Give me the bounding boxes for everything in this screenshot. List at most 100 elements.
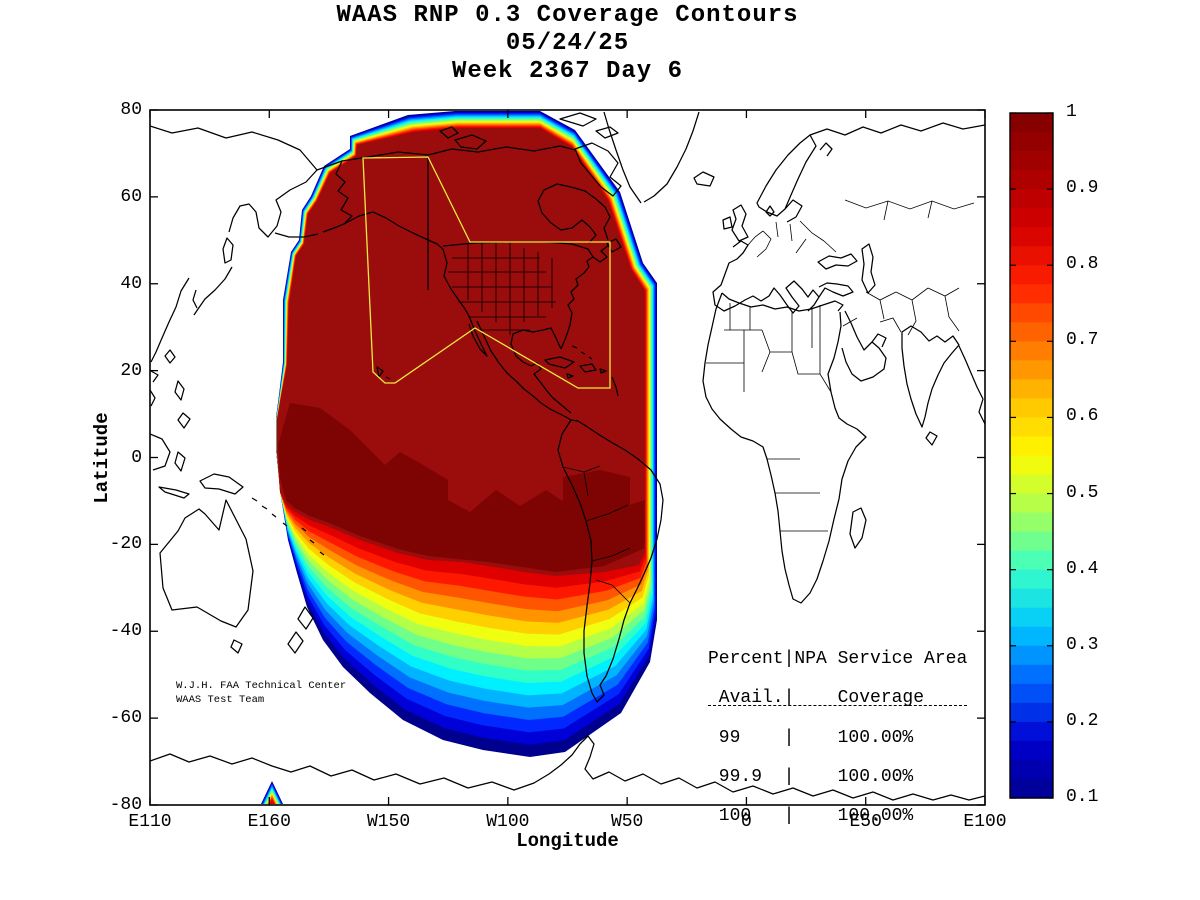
x-tick-label: 0 <box>741 812 752 832</box>
colorbar-band <box>1010 626 1053 647</box>
colorbar-tick-label: 0.4 <box>1066 558 1099 579</box>
coastline <box>439 112 622 197</box>
credit-line-2: WAAS Test Team <box>176 693 265 706</box>
colorbar-band <box>1010 740 1053 761</box>
coastline <box>958 345 985 425</box>
plot-frame <box>149 109 986 806</box>
coastline <box>560 206 622 350</box>
colorbar-band <box>1010 265 1053 285</box>
coastline <box>849 507 867 549</box>
coastline <box>712 240 854 314</box>
coastline <box>722 204 749 242</box>
country-border <box>747 220 837 258</box>
colorbar-band <box>1010 398 1053 419</box>
colorbar-band <box>1010 303 1053 323</box>
colorbar-band <box>1010 759 1053 780</box>
coastline <box>557 419 664 703</box>
coverage-table-row: 100 | 100.00% <box>708 806 914 826</box>
peak-band <box>269 798 275 804</box>
contour-core-dark-patch <box>563 470 630 543</box>
x-tick-label: E110 <box>128 812 172 832</box>
y-tick-label: 0 <box>131 447 142 468</box>
colorbar-band <box>1010 455 1053 476</box>
colorbar-band <box>1010 664 1053 685</box>
coastline <box>702 292 867 604</box>
colorbar-band <box>1010 322 1053 342</box>
coastline <box>544 345 619 397</box>
coastline <box>316 145 576 171</box>
colorbar-tick-label: 0.8 <box>1066 254 1099 275</box>
x-tick-label: W150 <box>366 812 411 832</box>
colorbar-tick-label: 0.3 <box>1066 634 1099 655</box>
coastline <box>150 277 190 364</box>
title-line-3: Week 2367 Day 6 <box>451 58 684 85</box>
colorbar-tick-label: 0.7 <box>1066 330 1099 351</box>
credit-annotation: W.J.H. FAA Technical Center WAAS Test Te… <box>176 680 346 707</box>
y-tick-label: -20 <box>109 534 142 555</box>
colorbar-band <box>1010 493 1053 514</box>
coverage-table-subheader: Avail.| Coverage <box>708 689 968 707</box>
coastline <box>192 266 233 316</box>
coastline <box>150 125 318 238</box>
coastline <box>287 606 314 654</box>
coastline <box>322 160 444 250</box>
colorbar-band <box>1010 531 1053 552</box>
colorbar-band <box>1010 360 1053 380</box>
country-border <box>842 287 960 336</box>
colorbar-band <box>1010 208 1053 228</box>
colorbar-band <box>1010 778 1053 799</box>
colorbar-band <box>1010 474 1053 495</box>
coastline <box>817 243 876 294</box>
coastline <box>222 237 234 264</box>
colorbar-band <box>1010 645 1053 666</box>
x-axis-label: Longitude <box>516 830 619 852</box>
colorbar-band <box>1010 569 1053 590</box>
colorbar-band <box>1010 588 1053 609</box>
country-border <box>706 303 832 532</box>
coastline <box>150 433 190 499</box>
figure-title: WAAS RNP 0.3 Coverage Contours 05/24/25 … <box>150 2 985 86</box>
y-tick-label: -60 <box>109 708 142 729</box>
x-tick-label: W100 <box>486 812 530 832</box>
coastline <box>901 325 960 446</box>
coverage-table: Percent|NPA Service Area Avail.| Coverag… <box>708 627 968 849</box>
coastline <box>159 499 254 654</box>
colorbar-tick-label: 0.2 <box>1066 710 1099 731</box>
country-border <box>562 465 631 604</box>
colorbar-band <box>1010 721 1053 742</box>
y-tick-label: -40 <box>109 621 142 642</box>
coastline <box>721 292 844 312</box>
coastline <box>756 134 817 223</box>
colorbar-tick-label: 0.9 <box>1066 178 1099 199</box>
coastline <box>841 310 887 382</box>
colorbar-tick-label: 0.1 <box>1066 787 1099 807</box>
us-state-border <box>467 242 553 335</box>
x-tick-label: E100 <box>963 812 1007 832</box>
contour-core-dark-patch <box>278 403 645 572</box>
colorbar-band <box>1010 417 1053 438</box>
coastline <box>693 171 715 187</box>
title-line-1: WAAS RNP 0.3 Coverage Contours <box>336 2 799 29</box>
coastline <box>603 111 700 204</box>
colorbar-tick-label: 1 <box>1066 102 1077 122</box>
credit-line-1: W.J.H. FAA Technical Center <box>176 680 347 692</box>
y-tick-label: 80 <box>120 100 142 120</box>
colorbar-band <box>1010 512 1053 533</box>
y-tick-label: 20 <box>120 360 142 381</box>
colorbar-band <box>1010 227 1053 247</box>
coastline <box>150 735 985 801</box>
coastline <box>199 473 244 495</box>
colorbar-band <box>1010 170 1053 190</box>
coverage-bands <box>261 111 657 804</box>
coastline <box>510 327 572 414</box>
coastline <box>251 497 325 556</box>
colorbar-band <box>1010 607 1053 628</box>
coverage-peak <box>261 781 283 804</box>
colorbar-tick-label: 0.6 <box>1066 406 1099 427</box>
colorbar-band <box>1010 379 1053 400</box>
coastline <box>274 232 319 238</box>
us-state-border <box>448 257 556 331</box>
x-tick-label: E160 <box>247 812 291 832</box>
coastline <box>150 370 159 407</box>
